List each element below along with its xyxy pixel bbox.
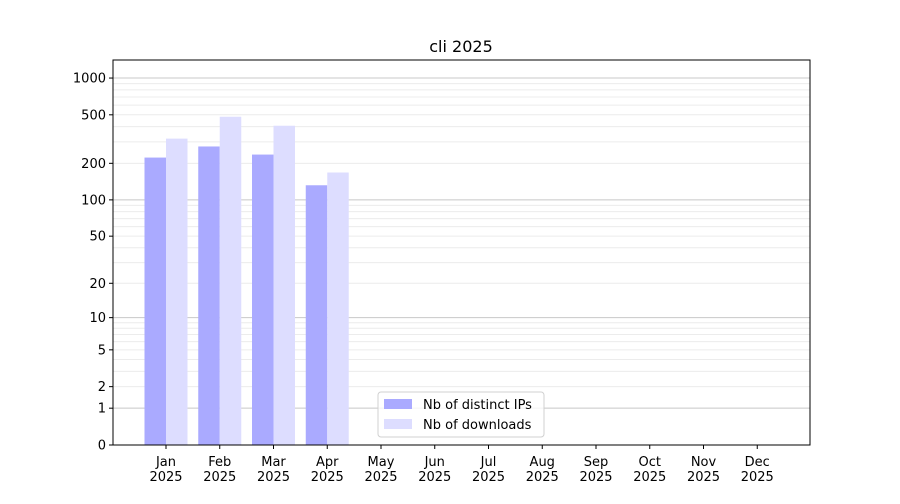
x-tick-label: 2025: [472, 470, 505, 485]
x-tick-label: Dec: [745, 455, 770, 470]
legend-label: Nb of distinct IPs: [423, 398, 532, 413]
bar-downloads: [219, 116, 242, 445]
bar-ips: [252, 154, 274, 445]
bar-downloads: [166, 138, 188, 445]
x-tick-label: 2025: [203, 470, 236, 485]
legend-swatch: [384, 399, 412, 409]
x-tick-label: 2025: [687, 470, 720, 485]
x-tick-label: Aug: [530, 455, 555, 470]
bar-downloads: [327, 172, 349, 445]
x-tick-label: 2025: [526, 470, 559, 485]
y-tick-label: 0: [98, 439, 106, 454]
y-tick-label: 1: [98, 402, 106, 417]
y-tick-label: 200: [81, 157, 106, 172]
y-tick-label: 20: [89, 277, 106, 292]
y-tick-label: 5: [98, 343, 106, 358]
plot-frame: [112, 59, 811, 446]
bar-downloads: [273, 125, 295, 446]
y-tick-label: 500: [81, 108, 106, 123]
legend-label: Nb of downloads: [423, 418, 532, 433]
x-tick-label: Jan: [155, 455, 176, 470]
x-tick-label: 2025: [633, 470, 666, 485]
y-tick-label: 1000: [73, 72, 106, 87]
x-tick-label: 2025: [579, 470, 612, 485]
bar-ips: [305, 185, 328, 446]
x-tick-label: 2025: [311, 470, 344, 485]
y-tick-label: 50: [89, 230, 106, 245]
x-tick-label: Oct: [639, 455, 661, 470]
legend-swatch: [384, 419, 412, 429]
x-tick-label: Nov: [691, 455, 717, 470]
y-tick-label: 2: [98, 380, 106, 395]
legend: Nb of distinct IPs Nb of downloads: [377, 391, 545, 438]
x-tick-label: Sep: [584, 455, 609, 470]
x-tick-label: 2025: [364, 470, 397, 485]
x-tick-label: 2025: [149, 470, 182, 485]
x-tick-label: 2025: [418, 470, 451, 485]
x-tick-label: Jul: [480, 455, 497, 470]
y-tick-label: 10: [89, 311, 106, 326]
x-tick-label: 2025: [741, 470, 774, 485]
bar-ips: [144, 157, 166, 445]
chart-title: cli 2025: [429, 37, 493, 56]
x-tick-label: Mar: [261, 455, 286, 470]
x-tick-label: Feb: [208, 455, 231, 470]
x-tick-label: 2025: [257, 470, 290, 485]
legend-box: [377, 391, 545, 438]
x-tick-label: May: [368, 455, 395, 470]
x-tick-label: Jun: [424, 455, 445, 470]
x-tick-label: Apr: [316, 455, 339, 470]
y-tick-label: 100: [81, 193, 106, 208]
bar-ips: [198, 146, 220, 446]
